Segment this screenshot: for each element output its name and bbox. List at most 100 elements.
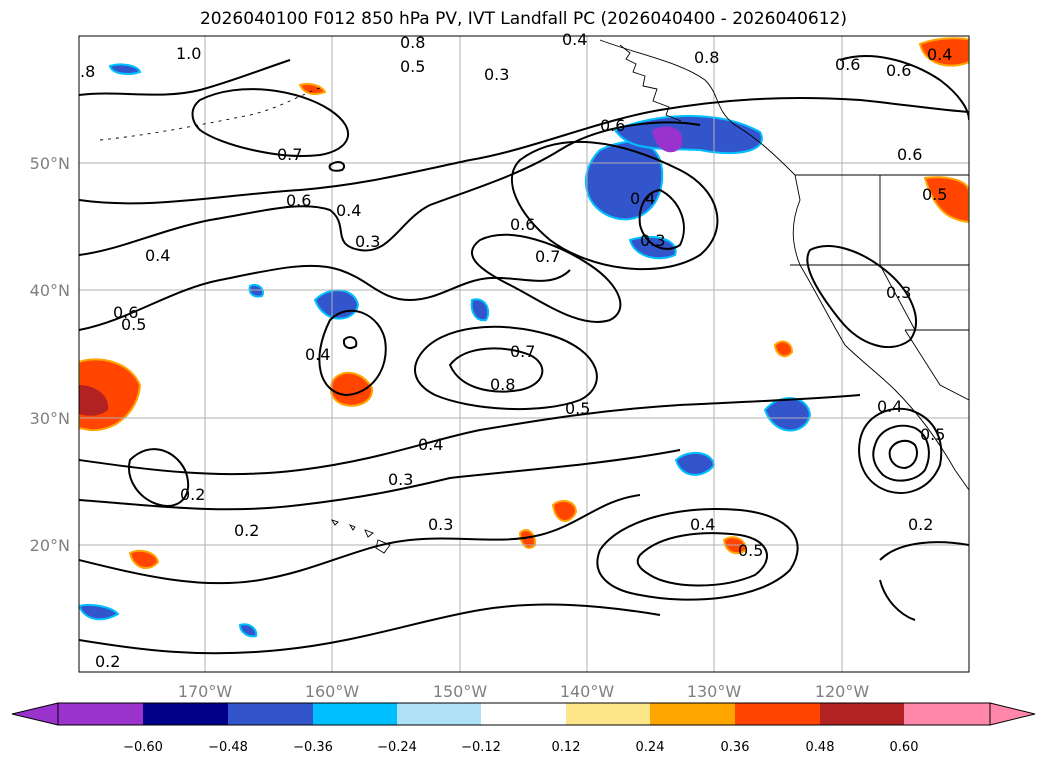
contour-label: 0.4 xyxy=(418,435,443,454)
aleutian-islands xyxy=(99,87,321,141)
negative-pv-region xyxy=(79,604,120,621)
contour-label: 0.3 xyxy=(484,65,509,84)
pv-contour xyxy=(414,325,598,411)
colorbar-tick-label: 0.24 xyxy=(636,740,665,755)
pv-contour xyxy=(318,309,387,397)
contour-label: 0.7 xyxy=(277,145,302,164)
colorbar-segment xyxy=(735,703,820,725)
pv-contour xyxy=(79,264,571,331)
positive-pv-region xyxy=(551,499,578,522)
pv-contour xyxy=(342,336,358,349)
colorbar-outline xyxy=(57,702,991,726)
pv-contour xyxy=(638,188,685,250)
pv-contour xyxy=(79,121,701,256)
contour-label: 0.2 xyxy=(234,521,259,540)
colorbar-tick-label: 0.12 xyxy=(552,740,581,755)
colorbar-tick-label: 0.60 xyxy=(890,740,919,755)
contour-label: 0.3 xyxy=(355,232,380,251)
colorbar-tick-label: 0.48 xyxy=(806,740,835,755)
contour-label: 0.4 xyxy=(145,246,170,265)
colorbar-segment xyxy=(650,703,735,725)
contour-label: 0.5 xyxy=(922,185,947,204)
colorbar-max-extension xyxy=(989,702,1036,726)
interior-border xyxy=(904,329,969,401)
colorbar-tick-label: −0.48 xyxy=(208,740,248,755)
colorbar-segment xyxy=(397,703,481,725)
pv-contour xyxy=(128,448,190,507)
colorbar-segment xyxy=(904,703,990,725)
contour-label: 0.8 xyxy=(694,48,719,67)
pv-contour xyxy=(888,439,918,470)
chart-title: 2026040100 F012 850 hPa PV, IVT Landfall… xyxy=(199,9,847,29)
contour-label: 0.6 xyxy=(897,145,922,164)
lon-tick-label: 150°W xyxy=(433,682,488,701)
positive-pv-region xyxy=(773,340,794,358)
strong-positive-pv-region xyxy=(79,385,109,416)
lat-tick-label: 40°N xyxy=(30,281,70,300)
pv-contour xyxy=(879,541,969,561)
contour-label: 0.4 xyxy=(927,45,952,64)
negative-pv-region xyxy=(248,284,264,298)
pv-contour xyxy=(596,508,799,601)
positive-pv-region xyxy=(923,176,969,224)
lon-tick-labels: 170°W 160°W 150°W 140°W 130°W 120°W xyxy=(178,682,870,701)
pv-contour xyxy=(636,532,768,587)
lon-tick-label: 170°W xyxy=(178,682,233,701)
contour-label: 0.3 xyxy=(428,515,453,534)
colorbar-segment xyxy=(820,703,904,725)
pv-contour xyxy=(510,140,719,271)
colorbar: −0.60 −0.48 −0.36 −0.24 −0.12 0.12 0.24 … xyxy=(11,702,1036,755)
contour-label: .8 xyxy=(80,62,95,81)
negative-pv-region xyxy=(108,63,142,75)
pv-contour xyxy=(79,97,969,205)
negative-pv-region xyxy=(613,115,763,155)
pv-contour xyxy=(839,55,969,121)
colorbar-segment xyxy=(143,703,228,725)
colorbar-tick-label: −0.24 xyxy=(377,740,417,755)
pv-contour xyxy=(879,579,916,621)
contour-label: 0.4 xyxy=(877,397,902,416)
negative-pv-region xyxy=(628,235,677,260)
negative-pv-region xyxy=(674,451,716,476)
colorbar-tick-label: −0.36 xyxy=(293,740,333,755)
contour-label: 0.4 xyxy=(305,345,330,364)
lat-tick-label: 20°N xyxy=(30,536,70,555)
contour-label: 0.6 xyxy=(835,55,860,74)
contour-label: 0.4 xyxy=(562,30,587,49)
contour-label: 0.2 xyxy=(908,515,933,534)
contour-label: 0.5 xyxy=(565,399,590,418)
pv-contour xyxy=(858,407,943,494)
contour-labels: 1.0 .8 0.8 0.6 0.3 0.4 0.8 0.6 0.7 0.6 0… xyxy=(80,30,952,671)
contour-label: 0.3 xyxy=(388,470,413,489)
contour-label: 0.8 xyxy=(490,375,515,394)
colorbar-segment xyxy=(58,703,143,725)
contour-label: 0.4 xyxy=(630,189,655,208)
pv-contour xyxy=(872,424,930,482)
contour-label: 0.6 xyxy=(886,61,911,80)
contour-label: 0.5 xyxy=(738,541,763,560)
contour-label: 0.8 xyxy=(400,33,425,52)
north-america-coast xyxy=(599,39,969,491)
pv-contour xyxy=(470,233,622,323)
gridlines xyxy=(79,36,969,672)
coastlines xyxy=(99,39,969,554)
colorbar-segment xyxy=(566,703,650,725)
contour-label: 0.4 xyxy=(336,201,361,220)
contour-label: 0.2 xyxy=(95,652,120,671)
contour-label: 0.7 xyxy=(535,247,560,266)
contour-label: 0.4 xyxy=(690,515,715,534)
pv-contour xyxy=(448,347,544,393)
hawaii-islands xyxy=(330,519,391,554)
colorbar-min-extension xyxy=(11,702,59,726)
lat-tick-label: 50°N xyxy=(30,154,70,173)
contour-label: 0.7 xyxy=(510,342,535,361)
contour-label: 0.3 xyxy=(640,231,665,250)
contour-label: 0.5 xyxy=(121,315,146,334)
positive-pv-region xyxy=(128,549,160,570)
pv-contour xyxy=(79,394,861,476)
colorbar-segment xyxy=(228,703,313,725)
map-frame xyxy=(78,35,970,673)
contour-label: 0.6 xyxy=(113,303,138,322)
pv-contour xyxy=(191,88,350,157)
